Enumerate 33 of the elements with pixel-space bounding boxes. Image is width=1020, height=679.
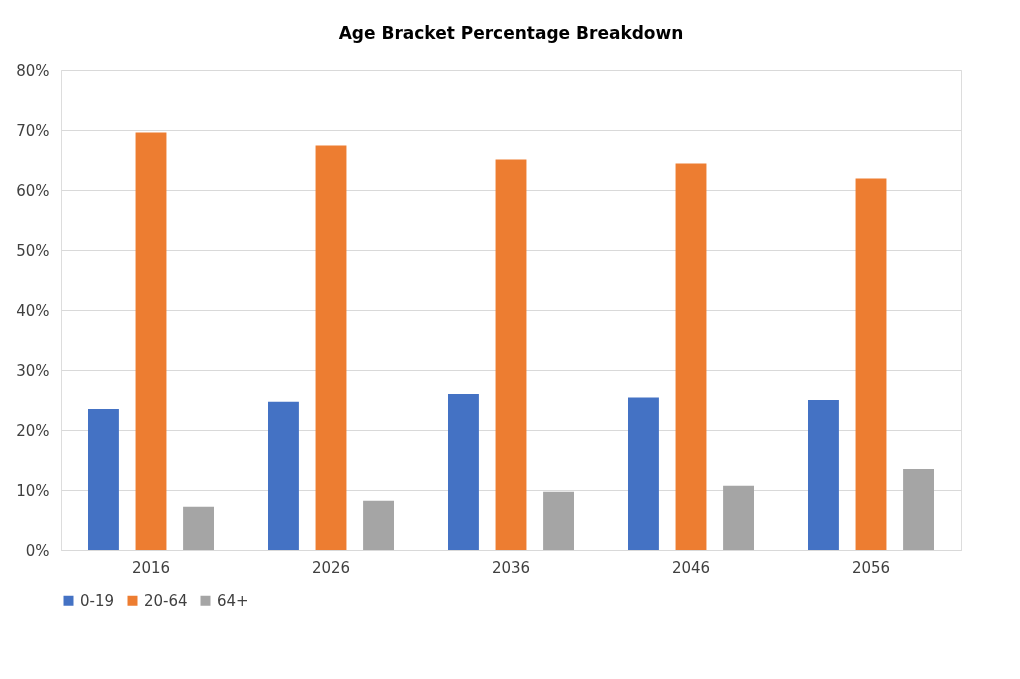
- x-tick-label: 2046: [671, 558, 711, 577]
- legend-label: 0-19: [80, 591, 115, 610]
- chart-title: Age Bracket Percentage Breakdown: [338, 23, 684, 43]
- bar: [675, 163, 707, 550]
- bar: [495, 159, 527, 550]
- bar: [88, 409, 119, 550]
- bar: [315, 145, 347, 550]
- y-tick-label: 20%: [16, 421, 50, 440]
- y-tick-label: 70%: [16, 121, 50, 140]
- y-tick-label: 60%: [16, 181, 50, 200]
- bar: [183, 506, 214, 550]
- bar: [855, 178, 887, 550]
- y-tick-label: 80%: [16, 61, 50, 80]
- bar: [808, 400, 839, 550]
- bar: [723, 485, 754, 550]
- bar: [448, 394, 479, 550]
- bar: [628, 397, 659, 550]
- bar: [363, 500, 394, 550]
- y-tick-label: 0%: [25, 541, 50, 560]
- x-tick-label: 2056: [851, 558, 891, 577]
- y-tick-label: 40%: [16, 301, 50, 320]
- bar: [135, 132, 167, 550]
- legend-label: 64+: [217, 591, 249, 610]
- x-tick-label: 2036: [491, 558, 531, 577]
- x-tick-label: 2016: [131, 558, 171, 577]
- x-tick-label: 2026: [311, 558, 351, 577]
- bar: [268, 401, 299, 550]
- y-tick-label: 30%: [16, 361, 50, 380]
- bar: [543, 491, 574, 550]
- y-tick-label: 50%: [16, 241, 50, 260]
- legend-label: 20-64: [144, 591, 188, 610]
- bar: [903, 469, 934, 550]
- y-tick-label: 10%: [16, 481, 50, 500]
